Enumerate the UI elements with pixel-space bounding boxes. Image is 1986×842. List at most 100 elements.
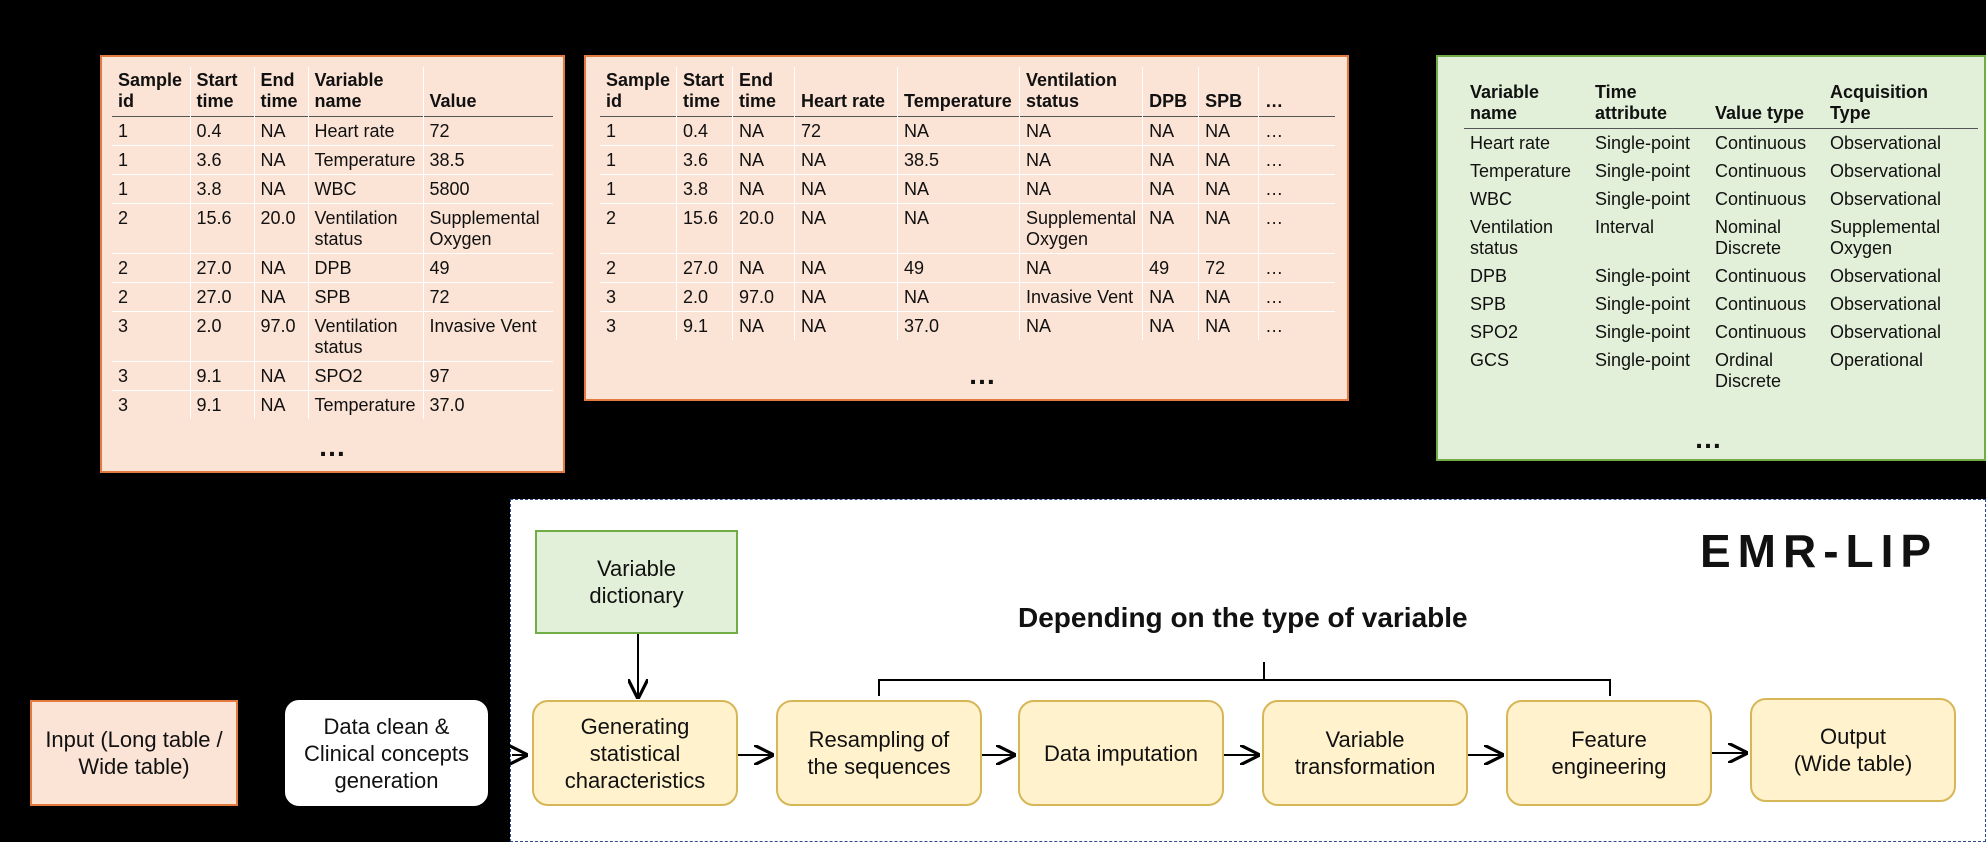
- table-cell: Single-point: [1595, 266, 1691, 286]
- table-cell: NA: [1198, 145, 1259, 175]
- table-cell: 37.0: [897, 311, 1020, 340]
- column-header: Sample id: [118, 70, 183, 111]
- table-cell: 9.1: [189, 390, 254, 419]
- table-header-row: Sample id Start time End time Heart rate Tem…: [600, 67, 1335, 117]
- column-header: Variable name: [1470, 82, 1540, 123]
- table-cell: Nominal Discrete: [1715, 217, 1782, 258]
- table-cell: NA: [897, 116, 1020, 146]
- long-table: Sample id Start time End time Variable name…: [112, 67, 553, 419]
- table-row: 3 9.1 NA NA 37.0 NA NA NA…: [600, 311, 1335, 340]
- table-cell: NA: [794, 203, 898, 254]
- table-cell: Supplemental Oxygen: [422, 203, 553, 254]
- column-header: DPB: [1142, 67, 1199, 117]
- table-cell: Temperature: [1470, 161, 1572, 181]
- table-cell: NA: [794, 174, 898, 204]
- table-cell: Observational: [1830, 161, 1942, 181]
- wide-table-more: …: [968, 359, 998, 390]
- table-cell: 1: [118, 121, 129, 141]
- table-cell: NA: [1198, 282, 1259, 312]
- table-cell: 0.4: [676, 116, 733, 146]
- table-cell: NA: [253, 253, 308, 283]
- column-header: …: [1258, 67, 1335, 117]
- input-box: Input (Long table / Wide table): [30, 700, 238, 806]
- table-cell: NA: [1198, 116, 1259, 146]
- table-cell: …: [1258, 174, 1335, 204]
- column-header: Variable name: [307, 67, 423, 117]
- wide-table: Sample id Start time End time Heart rate Tem…: [600, 67, 1335, 340]
- table-row: 2 27.0 NA DPB 49: [112, 253, 553, 283]
- table-cell: Heart rate: [307, 116, 423, 146]
- table-cell: NA: [253, 390, 308, 419]
- table-cell: 1: [118, 179, 129, 199]
- table-cell: 20.0: [253, 203, 308, 254]
- table-row: WBC Single-point Continuous Observational: [1464, 185, 1978, 213]
- data-imputation-box: Data imputation: [1018, 700, 1224, 806]
- emr-lip-frame: [510, 499, 1986, 842]
- table-cell: 27.0: [189, 282, 254, 312]
- table-cell: 97.0: [253, 311, 308, 362]
- column-header: Value: [422, 67, 553, 117]
- table-cell: Observational: [1830, 294, 1942, 314]
- table-cell: Continuous: [1715, 294, 1807, 314]
- table-header-row: Variable name Time attribute Value type Acq…: [1464, 79, 1978, 129]
- table-cell: 27.0: [189, 253, 254, 283]
- table-cell: Single-point: [1595, 322, 1691, 342]
- table-cell: …: [1258, 311, 1335, 340]
- table-cell: Continuous: [1715, 161, 1807, 181]
- table-cell: WBC: [1470, 189, 1512, 209]
- table-cell: 2.0: [676, 282, 733, 312]
- table-row: GCS Single-point Ordinal Discrete Operation…: [1464, 346, 1978, 395]
- table-cell: 9.1: [676, 311, 733, 340]
- table-cell: NA: [1142, 282, 1199, 312]
- table-cell: 2: [606, 258, 617, 278]
- table-cell: …: [1258, 203, 1335, 254]
- data-clean-box: Data clean & Clinical concepts generatio…: [285, 700, 488, 806]
- variable-dictionary-panel: Variable name Time attribute Value type Acq…: [1436, 55, 1986, 461]
- table-cell: Continuous: [1715, 266, 1807, 286]
- table-row: 1 3.6 NA NA 38.5 NA NA NA…: [600, 145, 1335, 175]
- table-row: SPO2 Single-point Continuous Observational: [1464, 318, 1978, 346]
- table-cell: NA: [1142, 174, 1199, 204]
- table-cell: Supplemental Oxygen: [1019, 203, 1143, 254]
- table-cell: 3: [606, 287, 617, 307]
- column-header: Sample id: [606, 70, 671, 111]
- table-cell: NA: [1019, 116, 1143, 146]
- variable-dictionary-more: …: [1694, 423, 1724, 454]
- table-cell: NA: [1019, 174, 1143, 204]
- table-cell: 3: [118, 366, 129, 386]
- table-cell: Single-point: [1595, 161, 1691, 181]
- table-cell: Temperature: [307, 390, 423, 419]
- table-row: 2 27.0 NA SPB 72: [112, 282, 553, 312]
- table-cell: 2: [118, 258, 129, 278]
- table-cell: Heart rate: [1470, 133, 1551, 153]
- variable-dictionary-table: Variable name Time attribute Value type Acq…: [1464, 79, 1978, 395]
- table-cell: SPB: [307, 282, 423, 312]
- table-cell: 20.0: [732, 203, 795, 254]
- table-cell: 72: [422, 282, 553, 312]
- variable-type-label: Depending on the type of variable: [1018, 602, 1468, 633]
- table-cell: 1: [606, 179, 617, 199]
- table-row: 3 9.1 NA Temperature 37.0: [112, 390, 553, 419]
- output-box: Output (Wide table): [1750, 698, 1956, 802]
- table-cell: NA: [732, 174, 795, 204]
- table-cell: 2: [606, 208, 617, 228]
- table-row: 3 2.0 97.0 Ventilation status Invasive Vent: [112, 311, 553, 362]
- table-cell: 15.6: [189, 203, 254, 254]
- table-cell: NA: [253, 116, 308, 146]
- table-cell: 3: [606, 316, 617, 336]
- column-header: Temperature: [897, 67, 1020, 117]
- variable-dictionary-box: Variable dictionary: [535, 530, 738, 634]
- table-header-row: Sample id Start time End time Variable name…: [112, 67, 553, 117]
- table-cell: Ventilation status: [307, 311, 423, 362]
- table-cell: 3: [118, 316, 129, 336]
- emr-lip-title: EMR-LIP: [1700, 525, 1939, 577]
- table-cell: 49: [1142, 253, 1199, 283]
- table-cell: NA: [1198, 174, 1259, 204]
- resampling-box: Resampling of the sequences: [776, 700, 982, 806]
- table-cell: 37.0: [422, 390, 553, 419]
- table-cell: Observational: [1830, 322, 1942, 342]
- long-table-more: …: [318, 431, 348, 462]
- column-header: End time: [253, 67, 308, 117]
- table-cell: 3.8: [676, 174, 733, 204]
